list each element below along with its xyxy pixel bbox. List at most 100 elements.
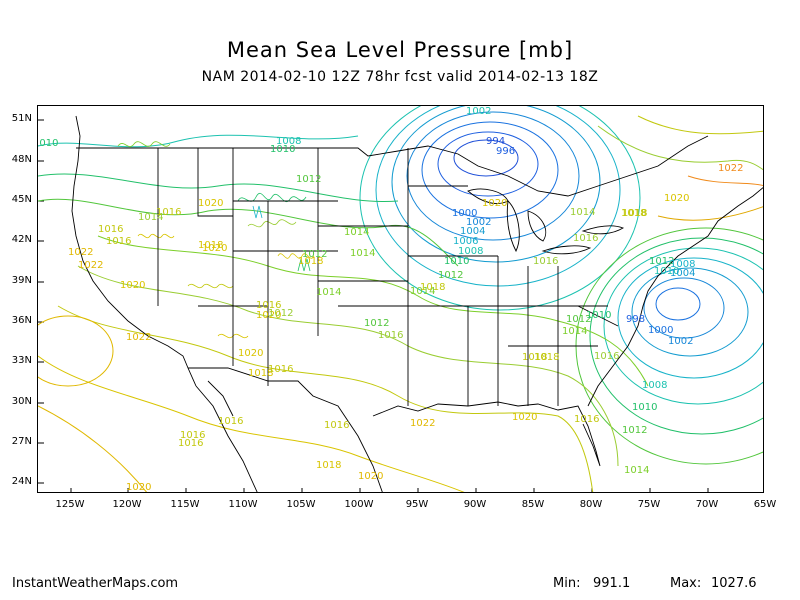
contour-label: 1016 [98, 224, 123, 235]
contour-label: 1014 [562, 326, 587, 337]
contour-label: 1020 [482, 198, 507, 209]
contour-label: 1018 [622, 208, 647, 219]
site-credit: InstantWeatherMaps.com [12, 576, 179, 591]
contour-label: 1018 [534, 352, 559, 363]
contour-label: 1018 [420, 282, 445, 293]
contour-label: 1018 [248, 368, 273, 379]
max-value: 1027.6 [711, 576, 757, 591]
contour-label: 1008 [642, 380, 667, 391]
contour-label: 1014 [350, 248, 375, 259]
contour-label: 1012 [566, 314, 591, 325]
contour-label: 1014 [624, 465, 649, 476]
lon-tick-label: 120W [112, 499, 142, 510]
min-label: Min: [553, 576, 581, 591]
contour-label: 1016 [378, 330, 403, 341]
pressure-map-svg: 1002 994 996 1000 1002 1004 1006 1008 10… [38, 106, 763, 493]
contour-label: 1014 [316, 287, 341, 298]
contour-label: 1012 [622, 425, 647, 436]
contour-label: 994 [486, 136, 505, 147]
contour-label: 1014 [570, 207, 595, 218]
lon-tick-label: 80W [579, 499, 603, 510]
lon-tick-label: 85W [521, 499, 545, 510]
contour-label: 1016 [156, 207, 181, 218]
lon-tick-label: 70W [695, 499, 719, 510]
contour-label: 1020 [126, 482, 151, 493]
lat-tick-label: 27N [11, 436, 32, 447]
lon-tick-label: 75W [637, 499, 661, 510]
min-value: 991.1 [593, 576, 631, 591]
contour-label: 1010 [654, 266, 679, 277]
axis-ticks [38, 119, 709, 492]
contour-label: 1004 [460, 226, 485, 237]
lat-tick-label: 33N [11, 355, 32, 366]
contour-label: 1016 [256, 300, 281, 311]
contour-label: 1016 [573, 233, 598, 244]
contour-label: 1016 [218, 416, 243, 427]
contour-label: 1016 [106, 236, 131, 247]
contour-label: 1020 [238, 348, 263, 359]
lon-tick-label: 110W [228, 499, 258, 510]
contour-label: 1018 [621, 208, 646, 219]
contour-label: 1010 [632, 402, 657, 413]
contour-label: 1016 [180, 430, 205, 441]
contour-label: 1016 [178, 438, 203, 449]
contour-label: 1022 [718, 163, 743, 174]
contour-label: 1002 [466, 217, 491, 228]
contour-label: 1010 [270, 144, 295, 155]
contour-label: 1006 [453, 236, 478, 247]
lat-tick-label: 24N [11, 476, 32, 487]
contour-label: 1012 [438, 270, 463, 281]
lon-tick-label: 115W [170, 499, 200, 510]
contour-label: 1010 [38, 138, 58, 149]
contour-label: 1008 [670, 259, 695, 270]
contour-label: 1000 [452, 208, 477, 219]
contour-label: 1012 [268, 308, 293, 319]
contour-label: 1020 [202, 243, 227, 254]
contour-label: 1002 [466, 106, 491, 117]
lon-tick-label: 105W [286, 499, 316, 510]
lon-tick-label: 65W [753, 499, 777, 510]
contour-label: 1014 [410, 286, 435, 297]
contour-label: 1008 [276, 136, 301, 147]
lon-tick-label: 100W [344, 499, 374, 510]
contour-labels: 1002 994 996 1000 1002 1004 1006 1008 10… [38, 106, 743, 493]
contour-label: 1012 [649, 256, 674, 267]
isobars-great-lakes-low [359, 106, 641, 311]
contour-label: 1018 [522, 352, 547, 363]
lon-tick-label: 90W [463, 499, 487, 510]
max-label: Max: [670, 576, 702, 591]
contour-label: 1022 [126, 332, 151, 343]
map-plot-area[interactable]: 1002 994 996 1000 1002 1004 1006 1008 10… [37, 105, 764, 493]
contour-label: 1016 [574, 414, 599, 425]
contour-label: 1020 [120, 280, 145, 291]
contour-label: 1010 [586, 310, 611, 321]
contour-label: 1018 [198, 240, 223, 251]
lat-tick-label: 45N [11, 194, 32, 205]
contour-label: 1000 [648, 325, 673, 336]
contour-label: 1020 [198, 198, 223, 209]
contour-label: 1014 [344, 227, 369, 238]
contour-label: 1022 [410, 418, 435, 429]
contour-label: 1008 [458, 246, 483, 257]
contour-label: 1012 [296, 174, 321, 185]
chart-subtitle: NAM 2014-02-10 12Z 78hr fcst valid 2014-… [201, 69, 599, 85]
contour-label: 1010 [444, 256, 469, 267]
contour-label: 1012 [302, 249, 327, 260]
contour-label: 1016 [268, 364, 293, 375]
lon-tick-label: 125W [55, 499, 85, 510]
contour-label: 998 [626, 314, 645, 325]
lat-tick-label: 36N [11, 315, 32, 326]
lon-tick-label: 95W [405, 499, 429, 510]
lat-tick-label: 39N [11, 275, 32, 286]
contour-label: 1020 [358, 471, 383, 482]
lat-tick-label: 51N [11, 113, 32, 124]
isobars-broad [38, 115, 763, 492]
contour-label: 1014 [138, 212, 163, 223]
contour-label: 1012 [364, 318, 389, 329]
chart-title: Mean Sea Level Pressure [mb] [226, 38, 574, 62]
contour-label: 1004 [670, 268, 695, 279]
contour-label: 1018 [316, 460, 341, 471]
lat-tick-label: 48N [11, 154, 32, 165]
lat-tick-label: 42N [11, 234, 32, 245]
contour-label: 1002 [668, 336, 693, 347]
